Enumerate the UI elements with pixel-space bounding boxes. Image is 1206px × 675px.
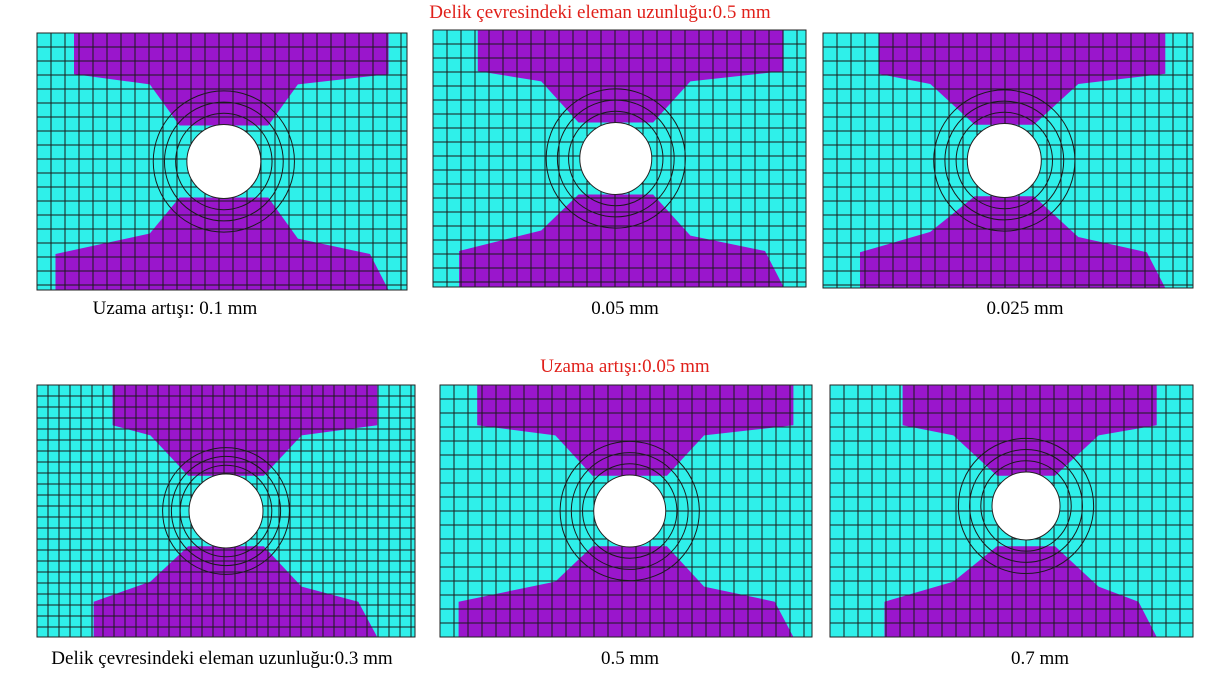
row-title: Delik çevresindeki eleman uzunluğu:0.5 m…: [429, 2, 770, 24]
hole: [967, 124, 1041, 198]
mesh-panel: [37, 33, 407, 290]
caption: 0.5 mm: [601, 648, 659, 670]
mesh: [37, 385, 415, 637]
mesh: [830, 385, 1193, 637]
row-title: Uzama artışı:0.05 mm: [540, 356, 709, 378]
caption: 0.025 mm: [986, 298, 1063, 320]
mesh-panel: [433, 30, 806, 287]
hole: [580, 123, 652, 195]
mesh: [823, 33, 1193, 288]
mesh-panel: [823, 33, 1193, 288]
hole: [189, 474, 263, 548]
mesh: [433, 30, 806, 287]
mesh-panel: [830, 385, 1193, 637]
caption: Delik çevresindeki eleman uzunluğu:0.3 m…: [51, 648, 392, 670]
mesh-panel: [37, 385, 415, 637]
caption: 0.05 mm: [591, 298, 659, 320]
hole: [187, 125, 261, 199]
mesh: [37, 33, 407, 290]
mesh: [440, 385, 812, 637]
caption: 0.7 mm: [1011, 648, 1069, 670]
caption: Uzama artışı: 0.1 mm: [93, 298, 258, 320]
figure: {"row1": {"title": "Delik çevresindeki e…: [0, 0, 1206, 675]
hole: [992, 472, 1060, 540]
mesh-panels: [0, 0, 1206, 675]
hole: [594, 475, 666, 547]
mesh-panel: [440, 385, 812, 637]
